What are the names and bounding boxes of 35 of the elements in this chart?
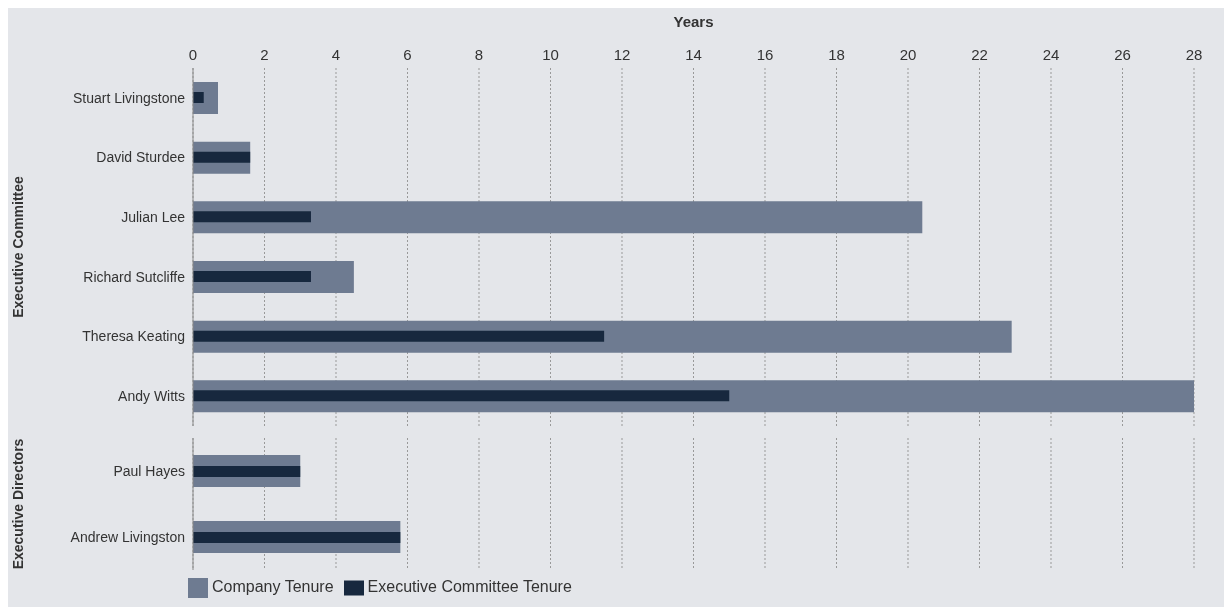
y-tick-label: Stuart Livingstone	[72, 89, 186, 106]
x-tick-label: 0	[188, 46, 198, 63]
x-tick-label: 6	[403, 46, 412, 63]
x-axis-title: Years	[673, 12, 714, 30]
y-axis-title: Executive Directors	[9, 438, 26, 570]
legend-label: Executive Committee Tenure	[367, 578, 572, 596]
y-tick-label: Paul Hayes	[113, 462, 185, 479]
x-tick-label: 12	[613, 46, 631, 63]
x-tick-label: 20	[899, 46, 917, 63]
y-tick-label: Julian Lee	[121, 209, 186, 226]
bar	[193, 330, 605, 342]
x-tick-label: 16	[756, 46, 774, 63]
x-tick-label: 14	[685, 46, 702, 63]
bar	[193, 151, 251, 163]
x-tick-label: 2	[260, 46, 269, 63]
bar	[193, 271, 311, 282]
x-tick-label: 18	[828, 46, 845, 63]
bar	[193, 92, 204, 103]
x-tick-label: 22	[971, 46, 988, 63]
y-tick-label: David Sturdee	[96, 149, 186, 166]
x-tick-label: 8	[474, 46, 484, 63]
x-tick-label: 26	[1114, 46, 1131, 63]
x-tick-label: 24	[1042, 46, 1060, 63]
y-tick-label: Theresa Keating	[82, 328, 185, 345]
x-tick-label: 28	[1185, 46, 1203, 63]
y-tick-label: Andrew Livingston	[70, 528, 185, 545]
bar	[193, 211, 311, 223]
y-axis-title: Executive Committee	[9, 175, 26, 318]
x-tick-label: 10	[542, 46, 559, 63]
x-tick-label: 4	[331, 46, 341, 63]
y-tick-label: Andy Witts	[118, 388, 185, 405]
y-tick-label: Richard Sutcliffe	[83, 268, 186, 285]
legend-label: Company Tenure	[212, 578, 334, 596]
bar	[193, 201, 923, 234]
bar	[193, 390, 730, 402]
